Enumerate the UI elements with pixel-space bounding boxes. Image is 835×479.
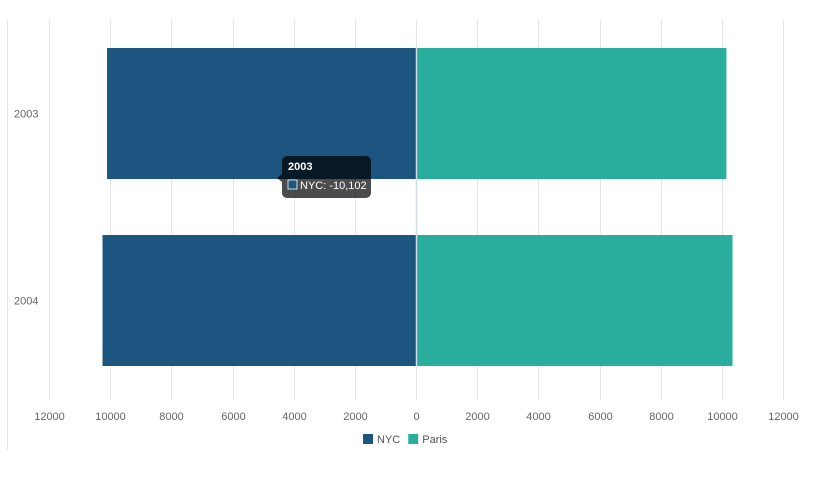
tooltip-caret xyxy=(277,174,282,182)
tooltip-body: NYC: -10,102 xyxy=(300,180,367,192)
x-tick-label: 4000 xyxy=(526,411,550,423)
x-tick-label: 2000 xyxy=(465,411,489,423)
bar-paris xyxy=(416,235,733,366)
x-tick-label: 12000 xyxy=(768,411,799,423)
legend-label-nyc: NYC xyxy=(377,434,400,446)
y-category-label: 2003 xyxy=(14,109,38,121)
x-tick-label: 12000 xyxy=(34,411,65,423)
x-tick-label: 8000 xyxy=(649,411,673,423)
x-tick-label: 10000 xyxy=(707,411,738,423)
bar-paris xyxy=(416,48,727,179)
x-tick-label: 0 xyxy=(413,411,419,423)
x-tick-label: 10000 xyxy=(95,411,126,423)
y-category-label: 2004 xyxy=(14,296,38,308)
legend-swatch-nyc xyxy=(363,434,373,444)
bar-nyc xyxy=(102,235,416,366)
x-tick-label: 4000 xyxy=(282,411,306,423)
tooltip-swatch xyxy=(287,179,298,190)
tooltip-box xyxy=(282,156,371,198)
tooltip-title: 2003 xyxy=(288,161,312,173)
x-tick-label: 8000 xyxy=(159,411,183,423)
legend-swatch-paris xyxy=(408,434,419,444)
x-tick-label: 6000 xyxy=(221,411,245,423)
x-tick-label: 2000 xyxy=(343,411,367,423)
x-tick-label: 6000 xyxy=(588,411,612,423)
legend-label-paris: Paris xyxy=(422,434,448,446)
